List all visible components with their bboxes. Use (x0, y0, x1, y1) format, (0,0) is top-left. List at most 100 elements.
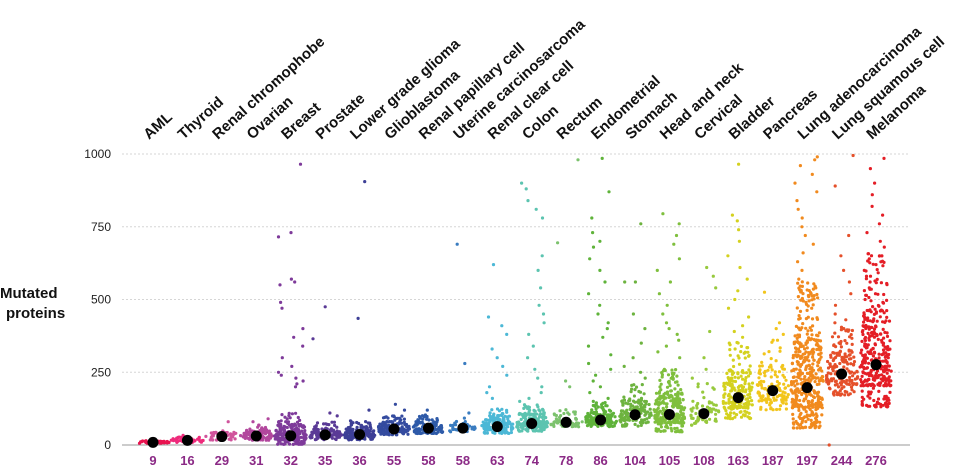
data-point (299, 435, 303, 439)
category-points (342, 180, 377, 442)
data-point (871, 346, 875, 351)
data-point (523, 422, 527, 426)
data-point (887, 368, 891, 372)
data-point (820, 396, 824, 400)
data-point (532, 408, 536, 412)
data-point (708, 329, 712, 334)
data-point (427, 418, 431, 422)
data-point (704, 419, 708, 424)
data-point (729, 369, 733, 373)
data-point (860, 348, 864, 352)
data-point (750, 381, 755, 385)
data-point (274, 433, 278, 437)
data-point (877, 373, 881, 377)
median-marker (491, 421, 503, 433)
data-point (786, 393, 790, 397)
data-point (885, 331, 889, 335)
data-point (482, 423, 486, 427)
data-point (808, 338, 813, 342)
data-point (666, 373, 671, 377)
data-point (545, 425, 549, 429)
data-point (729, 411, 733, 415)
data-point (267, 435, 271, 439)
y-tick-label: 500 (91, 293, 111, 307)
data-point (659, 382, 663, 386)
data-point (662, 408, 666, 412)
data-point (729, 389, 733, 393)
data-point (520, 181, 524, 185)
data-point (845, 341, 849, 345)
data-point (653, 414, 657, 418)
data-point (454, 428, 458, 432)
data-point (866, 252, 870, 256)
data-point (325, 422, 329, 426)
data-point (881, 348, 886, 352)
data-point (406, 432, 410, 436)
data-point (756, 391, 760, 395)
data-point (794, 419, 798, 424)
median-marker (836, 368, 848, 380)
data-point (798, 328, 802, 332)
y-tick-label: 0 (104, 438, 111, 452)
data-point (826, 366, 831, 370)
data-point (791, 391, 795, 395)
data-point (482, 426, 486, 430)
data-point (335, 429, 339, 433)
data-point (808, 351, 812, 356)
data-point (661, 395, 665, 399)
median-value-label: 16 (180, 453, 194, 468)
data-point (805, 332, 809, 336)
data-point (488, 418, 492, 422)
data-point (491, 263, 496, 267)
data-point (814, 421, 818, 425)
data-point (589, 424, 593, 428)
data-point (596, 312, 600, 316)
data-point (312, 428, 317, 432)
data-point (176, 439, 180, 443)
data-point (289, 424, 293, 429)
data-point (598, 385, 603, 389)
data-point (488, 414, 492, 418)
data-point (519, 412, 523, 416)
data-point (657, 390, 662, 394)
data-point (143, 439, 147, 443)
data-point (613, 415, 617, 419)
data-point (848, 375, 852, 380)
data-point (434, 423, 438, 427)
data-point (827, 379, 831, 383)
data-point (804, 397, 808, 401)
data-point (647, 402, 651, 407)
data-point (463, 420, 467, 424)
data-point (639, 341, 643, 345)
data-point (669, 426, 673, 431)
data-point (880, 373, 884, 377)
data-point (796, 375, 800, 379)
data-point (280, 413, 284, 417)
category-points (480, 263, 515, 435)
data-point (606, 421, 610, 425)
data-point (881, 320, 885, 324)
data-point (803, 233, 807, 238)
data-point (171, 439, 176, 443)
data-point (790, 361, 795, 365)
data-point (875, 319, 879, 323)
data-point (811, 303, 815, 307)
data-point (677, 222, 681, 226)
data-point (489, 428, 493, 432)
data-point (301, 379, 305, 383)
median-marker (285, 430, 297, 442)
data-point (543, 416, 547, 420)
data-point (492, 417, 496, 421)
data-point (524, 187, 528, 191)
data-point (635, 400, 640, 404)
data-point (331, 433, 335, 437)
data-point (289, 231, 293, 235)
data-point (726, 413, 731, 418)
data-point (690, 423, 694, 427)
data-point (757, 399, 761, 403)
data-point (733, 347, 737, 351)
data-point (774, 327, 778, 331)
data-point (485, 418, 489, 422)
data-point (820, 375, 824, 379)
data-point (730, 213, 735, 217)
